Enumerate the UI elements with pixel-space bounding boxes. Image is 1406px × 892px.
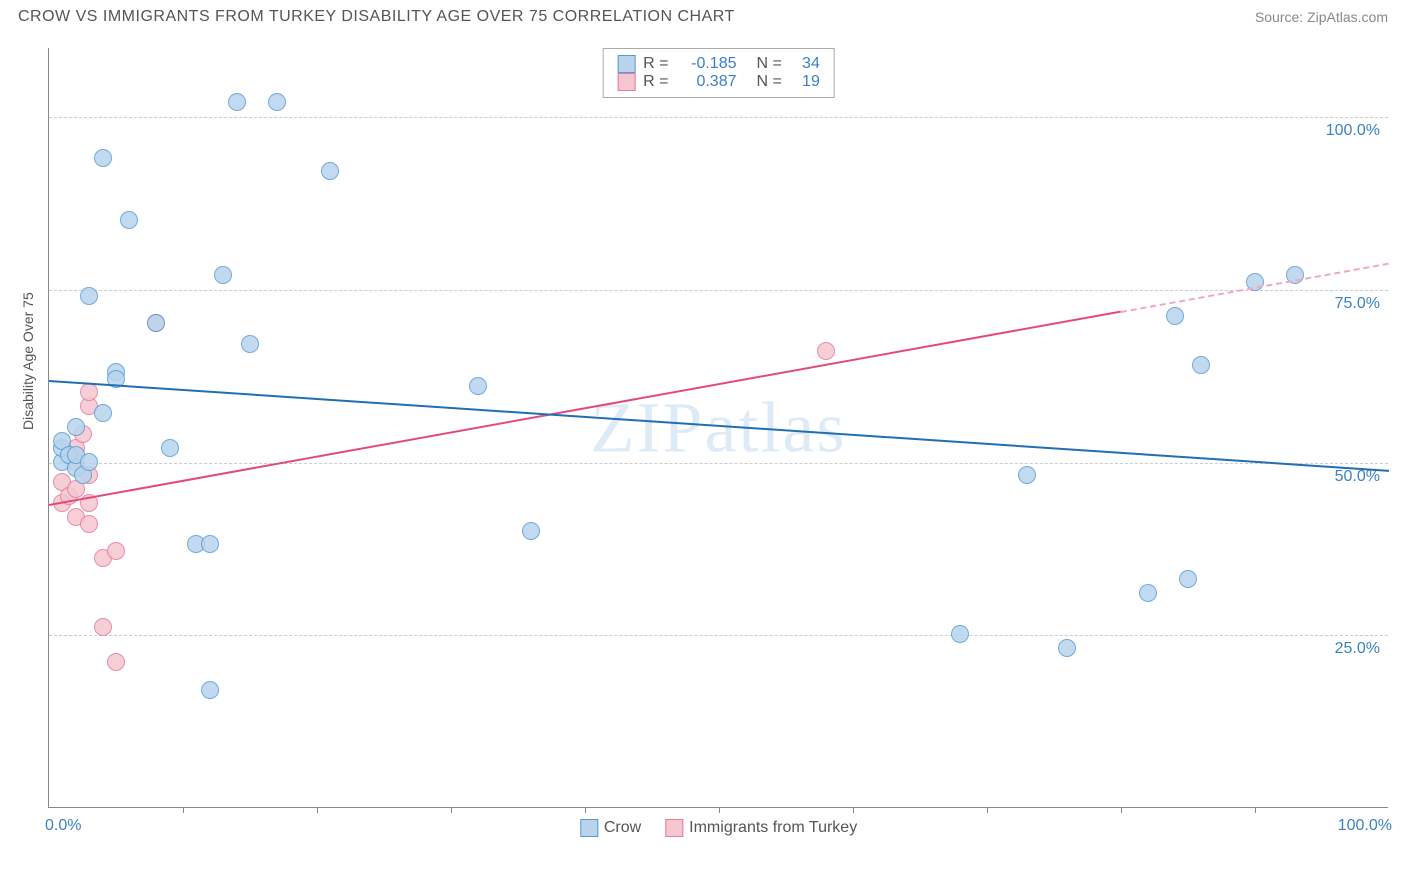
data-point: [80, 515, 98, 533]
data-point: [94, 149, 112, 167]
legend-series: Crow Immigrants from Turkey: [580, 819, 857, 837]
data-point: [161, 439, 179, 457]
data-point: [1018, 466, 1036, 484]
data-point: [94, 404, 112, 422]
x-tick: [719, 807, 720, 813]
gridline: [49, 463, 1388, 464]
data-point: [201, 535, 219, 553]
y-tick-label: 75.0%: [1335, 295, 1380, 313]
data-point: [469, 377, 487, 395]
x-tick: [987, 807, 988, 813]
data-point: [1166, 307, 1184, 325]
data-point: [107, 653, 125, 671]
data-point: [80, 287, 98, 305]
data-point: [228, 93, 246, 111]
data-point: [268, 93, 286, 111]
gridline: [49, 117, 1388, 118]
chart-source: Source: ZipAtlas.com: [1255, 9, 1388, 25]
legend-swatch: [665, 819, 683, 837]
x-tick-label: 0.0%: [45, 817, 81, 835]
y-tick-label: 100.0%: [1326, 122, 1380, 140]
legend-n-label: N =: [757, 73, 782, 91]
x-tick: [183, 807, 184, 813]
data-point: [201, 681, 219, 699]
y-axis-label: Disability Age Over 75: [20, 292, 36, 430]
chart-plot-area: ZIPatlas R =-0.185N =34R =0.387N =19 Cro…: [48, 48, 1388, 808]
legend-stat-row: R = -0.185 N = 34: [617, 55, 820, 73]
data-point: [147, 314, 165, 332]
data-point: [1058, 639, 1076, 657]
x-tick-label: 100.0%: [1338, 817, 1392, 835]
x-tick: [1255, 807, 1256, 813]
data-point: [1139, 584, 1157, 602]
data-point: [1192, 356, 1210, 374]
legend-n-value: 34: [790, 55, 820, 73]
legend-r-value: -0.185: [677, 55, 737, 73]
legend-stat-row: R = 0.387 N = 19: [617, 73, 820, 91]
legend-swatch: [580, 819, 598, 837]
data-point: [80, 453, 98, 471]
legend-item: Immigrants from Turkey: [665, 819, 857, 837]
x-tick: [853, 807, 854, 813]
legend-n-value: 19: [790, 73, 820, 91]
y-tick-label: 25.0%: [1335, 640, 1380, 658]
x-tick: [317, 807, 318, 813]
data-point: [951, 625, 969, 643]
x-tick: [451, 807, 452, 813]
data-point: [214, 266, 232, 284]
legend-r-label: R =: [643, 55, 668, 73]
data-point: [321, 162, 339, 180]
chart-title: CROW VS IMMIGRANTS FROM TURKEY DISABILIT…: [18, 8, 735, 26]
legend-n-label: N =: [757, 55, 782, 73]
legend-label: Immigrants from Turkey: [689, 819, 857, 836]
legend-label: Crow: [604, 819, 641, 836]
legend-stats: R = -0.185 N = 34 R = 0.387 N = 19: [602, 48, 835, 98]
x-tick: [1121, 807, 1122, 813]
data-point: [522, 522, 540, 540]
data-point: [241, 335, 259, 353]
legend-r-value: 0.387: [677, 73, 737, 91]
legend-item: Crow: [580, 819, 641, 837]
data-point: [817, 342, 835, 360]
legend-r-label: R =: [643, 73, 668, 91]
x-tick: [585, 807, 586, 813]
trend-line: [49, 311, 1121, 506]
data-point: [80, 383, 98, 401]
data-point: [67, 418, 85, 436]
data-point: [107, 542, 125, 560]
legend-swatch: [617, 55, 635, 73]
data-point: [1179, 570, 1197, 588]
gridline: [49, 635, 1388, 636]
trend-line: [49, 380, 1389, 472]
data-point: [94, 618, 112, 636]
legend-swatch: [617, 73, 635, 91]
chart-header: CROW VS IMMIGRANTS FROM TURKEY DISABILIT…: [0, 0, 1406, 32]
gridline: [49, 290, 1388, 291]
data-point: [120, 211, 138, 229]
